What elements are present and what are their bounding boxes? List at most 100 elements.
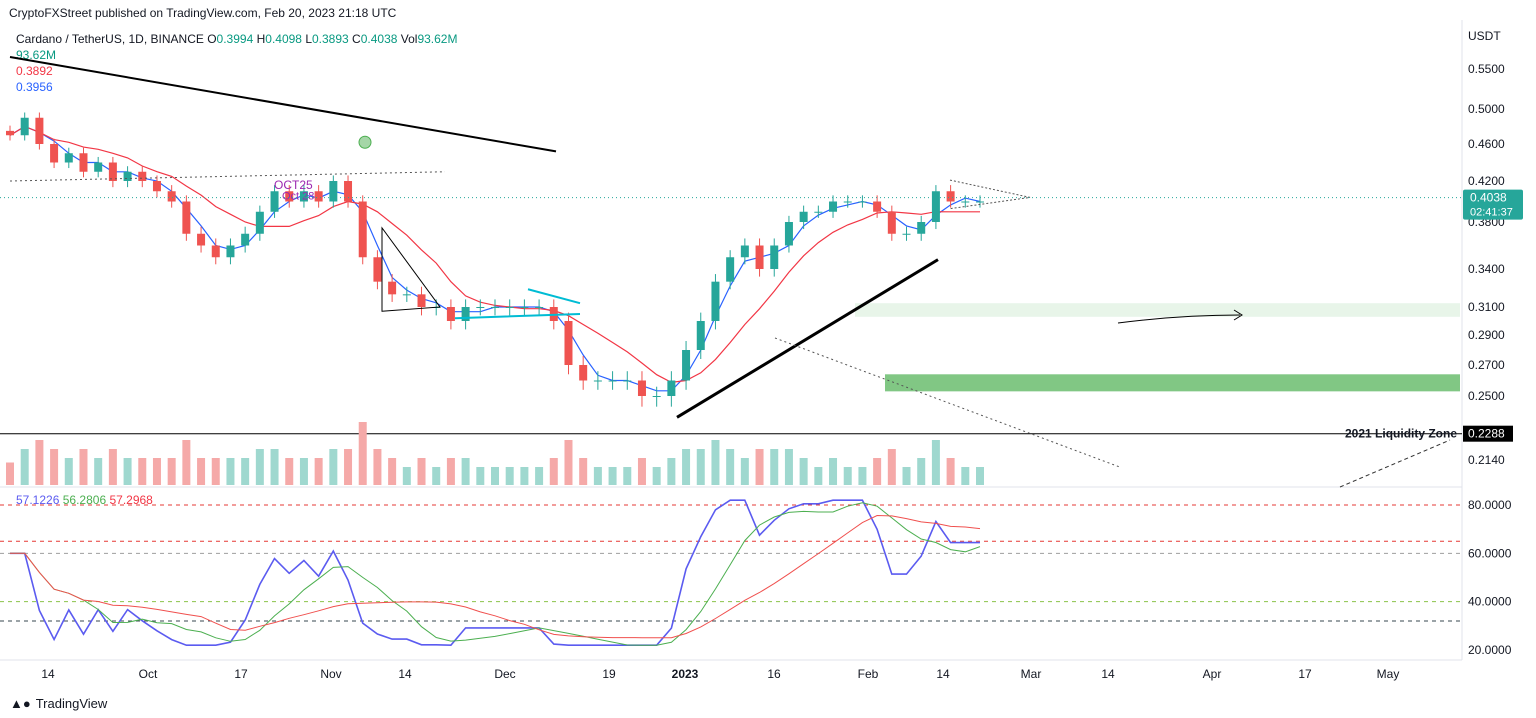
annotation-oct25: OCT25 bbox=[274, 178, 313, 192]
volume-value: 93.62M bbox=[417, 32, 458, 46]
candle-body bbox=[197, 233, 206, 246]
volume-bar bbox=[667, 458, 676, 485]
volume-bar bbox=[887, 449, 896, 485]
candle-body bbox=[814, 211, 823, 213]
volume-bar bbox=[167, 458, 176, 485]
rsi-tick-label: 40.0000 bbox=[1468, 595, 1512, 609]
ma-red-line bbox=[9, 125, 980, 384]
candle-body bbox=[182, 201, 191, 234]
candle-body bbox=[64, 153, 73, 163]
volume-bar bbox=[344, 449, 353, 485]
volume-bar bbox=[211, 458, 220, 485]
open-value: 0.3994 bbox=[216, 32, 254, 46]
rsi-tick-label: 80.0000 bbox=[1468, 498, 1512, 512]
price-tick-label: 0.4200 bbox=[1468, 174, 1505, 188]
candle-body bbox=[637, 380, 646, 396]
high-value: 0.4098 bbox=[265, 32, 302, 46]
volume-bar bbox=[740, 458, 749, 485]
candle-body bbox=[138, 171, 147, 181]
volume-bar bbox=[784, 449, 793, 485]
volume-bar bbox=[579, 458, 588, 485]
candle-body bbox=[887, 211, 896, 234]
candle-body bbox=[476, 307, 485, 308]
candle-body bbox=[755, 245, 764, 269]
time-tick-label: 14 bbox=[398, 667, 412, 681]
volume-bar bbox=[152, 458, 161, 485]
tradingview-logo[interactable]: ▲● TradingView bbox=[10, 696, 107, 711]
candle-body bbox=[373, 257, 382, 282]
volume-bar bbox=[20, 449, 29, 485]
descending-trendline[interactable] bbox=[9, 56, 557, 153]
candle-body bbox=[167, 191, 176, 202]
volume-bar bbox=[829, 458, 838, 485]
volume-bar bbox=[946, 458, 955, 485]
candle-body bbox=[682, 350, 691, 381]
dotted-trendline[interactable] bbox=[774, 337, 1121, 468]
volume-bar bbox=[755, 449, 764, 485]
candle-body bbox=[770, 245, 779, 269]
volume-bar bbox=[182, 440, 191, 485]
volume-bar bbox=[976, 467, 984, 485]
candle-body bbox=[329, 181, 338, 202]
symbol-label[interactable]: Cardano / TetherUS, 1D, BINANCE bbox=[16, 32, 204, 46]
rsi-ma2-value: 57.2968 bbox=[109, 493, 153, 507]
rsi-legend: 57.1226 56.2806 57.2968 bbox=[16, 493, 153, 507]
candle-body bbox=[873, 201, 882, 212]
ma-blue-line bbox=[9, 125, 981, 392]
volume-bar bbox=[402, 467, 411, 485]
volume-bar bbox=[961, 467, 970, 485]
open-label: O bbox=[207, 32, 217, 46]
pennant-triangle[interactable] bbox=[949, 179, 1031, 210]
price-tick-label: 0.4600 bbox=[1468, 137, 1505, 151]
volume-bar bbox=[637, 458, 646, 485]
candle-body bbox=[20, 117, 29, 136]
currency-unit-label: USDT bbox=[1468, 29, 1501, 43]
volume-bar bbox=[138, 458, 147, 485]
ascending-trendline[interactable] bbox=[676, 258, 939, 419]
flag-channel[interactable] bbox=[454, 288, 581, 320]
ma-red-value: 0.3892 bbox=[16, 64, 53, 78]
last-price-tag bbox=[1463, 189, 1523, 220]
tradingview-mark-icon: ▲● bbox=[10, 696, 31, 711]
volume-bar bbox=[6, 462, 14, 485]
volume-label: Vol bbox=[400, 32, 418, 46]
volume-bar bbox=[299, 458, 308, 485]
candle-body bbox=[402, 294, 411, 296]
candle-body bbox=[652, 396, 661, 397]
candle-body bbox=[564, 321, 573, 365]
publish-credit: CryptoFXStreet published on TradingView.… bbox=[9, 6, 397, 20]
candle-body bbox=[211, 245, 220, 258]
demand-zone-dark bbox=[885, 374, 1460, 392]
candle-body bbox=[843, 201, 852, 203]
volume-bar bbox=[197, 458, 206, 485]
projection-arrow[interactable] bbox=[1117, 314, 1241, 324]
volume-bar bbox=[314, 458, 323, 485]
triangle-drawing[interactable] bbox=[381, 226, 441, 312]
dotted-resistance-line[interactable] bbox=[9, 171, 446, 182]
rsi-ma-value: 56.2806 bbox=[62, 493, 107, 507]
candle-body bbox=[461, 307, 470, 321]
candle-body bbox=[931, 191, 940, 222]
rsi-ma-line bbox=[10, 502, 981, 646]
candle-body bbox=[358, 201, 367, 258]
time-tick-label: Mar bbox=[1021, 667, 1042, 681]
rsi-tick-label: 20.0000 bbox=[1468, 643, 1512, 657]
candle-body bbox=[696, 321, 705, 350]
candle-body bbox=[976, 201, 984, 203]
close-label: C bbox=[352, 32, 361, 46]
rsi-line bbox=[10, 499, 980, 647]
volume-bar bbox=[123, 458, 132, 485]
price-tick-label: 0.5000 bbox=[1468, 102, 1505, 116]
dashed-projection-line[interactable] bbox=[1339, 439, 1451, 488]
volume-bar bbox=[108, 449, 117, 485]
candle-body bbox=[491, 307, 499, 308]
candle-body bbox=[270, 191, 279, 212]
candle-body bbox=[446, 307, 455, 321]
volume-bar bbox=[843, 467, 852, 485]
time-tick-label: 17 bbox=[234, 667, 248, 681]
volume-bar bbox=[593, 467, 602, 485]
candle-body bbox=[241, 233, 250, 246]
candle-body bbox=[50, 144, 59, 163]
price-tick-label: 0.3400 bbox=[1468, 262, 1505, 276]
